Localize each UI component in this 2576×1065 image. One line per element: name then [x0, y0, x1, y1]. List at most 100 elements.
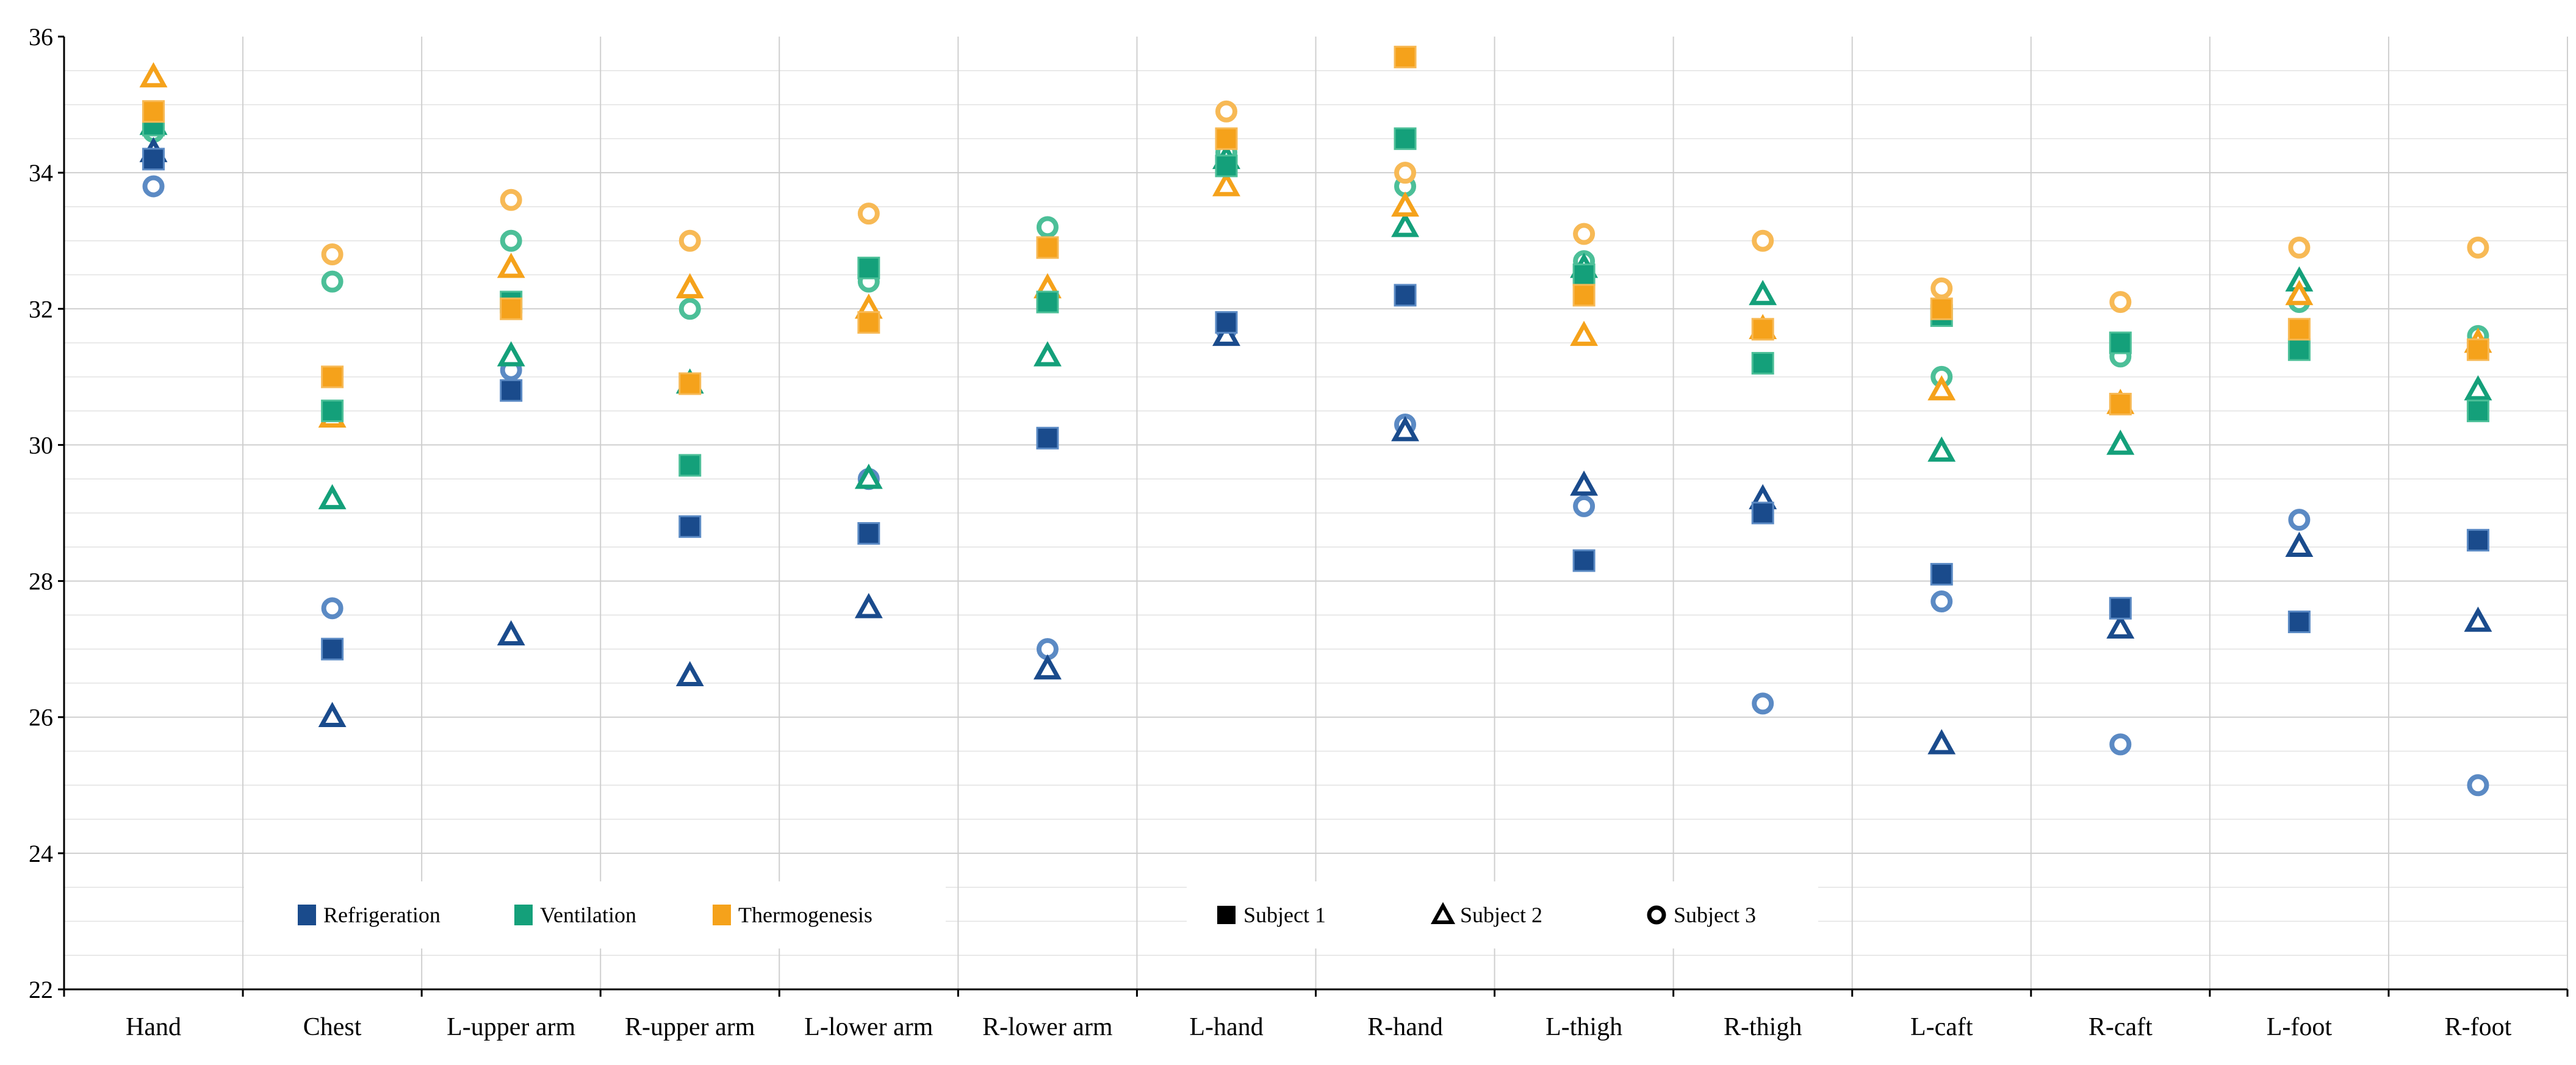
data-point-ventilation-subject-2 — [2106, 429, 2135, 455]
y-tick-label: 36 — [29, 23, 53, 51]
y-tick-label: 34 — [29, 159, 53, 187]
data-point-thermogenesis-subject-1 — [2287, 318, 2311, 341]
data-point-thermogenesis-subject-1 — [1572, 284, 1596, 307]
data-point-thermogenesis-subject-1 — [857, 311, 880, 334]
data-point-ventilation-subject-2 — [1927, 436, 1956, 462]
data-point-refrigeration-subject-1 — [142, 148, 165, 171]
data-point-refrigeration-subject-2 — [2464, 606, 2492, 632]
data-point-thermogenesis-subject-2 — [675, 273, 704, 299]
data-point-refrigeration-subject-1 — [500, 379, 523, 402]
legend-swatch-refrigeration — [298, 905, 316, 925]
data-point-refrigeration-subject-2 — [1212, 320, 1240, 346]
legend-marker-subject-3 — [1647, 905, 1666, 925]
category-label: R-foot — [2445, 1013, 2512, 1041]
data-point-ventilation-subject-1 — [857, 256, 880, 279]
data-point-ventilation-subject-1 — [1572, 264, 1596, 286]
data-point-refrigeration-subject-3 — [321, 597, 344, 620]
data-point-refrigeration-subject-3 — [2467, 774, 2489, 797]
data-point-refrigeration-subject-1 — [321, 637, 344, 661]
data-point-thermogenesis-subject-3 — [2467, 236, 2489, 259]
data-point-thermogenesis-subject-3 — [678, 229, 701, 252]
data-point-thermogenesis-subject-2 — [1570, 320, 1599, 346]
category-label: R-caft — [2089, 1013, 2153, 1041]
category-label: R-lower arm — [982, 1013, 1113, 1041]
data-point-ventilation-subject-2 — [1391, 212, 1419, 237]
data-point-refrigeration-subject-2 — [1033, 654, 1062, 680]
data-point-thermogenesis-subject-3 — [2109, 291, 2132, 314]
data-point-refrigeration-subject-1 — [2466, 529, 2489, 552]
data-point-thermogenesis-subject-2 — [139, 62, 168, 88]
data-point-ventilation-subject-2 — [318, 484, 347, 509]
data-point-ventilation-subject-3 — [678, 298, 701, 320]
data-point-refrigeration-subject-3 — [2288, 509, 2311, 531]
data-point-ventilation-subject-1 — [2109, 331, 2132, 354]
legend-marker-subject-1 — [1217, 906, 1236, 924]
grid-layer — [64, 37, 2568, 989]
data-point-refrigeration-subject-1 — [2109, 597, 2132, 620]
data-point-refrigeration-subject-2 — [2285, 531, 2314, 558]
data-point-ventilation-subject-3 — [321, 270, 344, 293]
data-point-thermogenesis-subject-3 — [1215, 100, 1237, 123]
data-point-thermogenesis-subject-3 — [500, 188, 522, 211]
category-label: Hand — [126, 1013, 181, 1041]
data-point-thermogenesis-subject-1 — [1215, 127, 1238, 150]
data-point-ventilation-subject-2 — [1033, 341, 1062, 367]
data-point-refrigeration-subject-2 — [1927, 729, 1956, 755]
data-point-thermogenesis-subject-2 — [1391, 191, 1419, 217]
data-point-ventilation-subject-3 — [1036, 216, 1059, 238]
data-point-thermogenesis-subject-1 — [142, 100, 165, 123]
data-point-thermogenesis-subject-1 — [500, 297, 523, 320]
marks-layer — [139, 45, 2492, 797]
data-point-ventilation-subject-1 — [2287, 338, 2311, 361]
data-point-refrigeration-subject-2 — [854, 593, 883, 619]
data-point-refrigeration-subject-2 — [318, 701, 347, 727]
data-point-thermogenesis-subject-3 — [857, 203, 880, 225]
y-tick-label: 22 — [29, 976, 53, 1003]
data-point-thermogenesis-subject-1 — [2466, 338, 2489, 361]
category-label: R-upper arm — [625, 1013, 755, 1041]
data-point-ventilation-subject-1 — [1036, 290, 1059, 314]
category-label: R-hand — [1367, 1013, 1443, 1041]
data-point-refrigeration-subject-2 — [1391, 416, 1419, 442]
data-point-thermogenesis-subject-3 — [1930, 277, 1953, 299]
data-point-ventilation-subject-1 — [321, 400, 344, 423]
legend-label-ventilation: Ventilation — [540, 903, 636, 927]
data-point-thermogenesis-subject-3 — [321, 243, 344, 266]
data-point-thermogenesis-subject-2 — [1927, 375, 1956, 401]
legend-swatch-ventilation — [514, 905, 533, 925]
data-point-refrigeration-subject-3 — [2109, 733, 2132, 756]
data-point-ventilation-subject-1 — [2466, 400, 2489, 423]
data-point-refrigeration-subject-3 — [142, 175, 165, 198]
data-point-thermogenesis-subject-1 — [2109, 392, 2132, 415]
category-label: L-upper arm — [447, 1013, 575, 1041]
data-point-refrigeration-subject-1 — [1036, 426, 1059, 450]
data-point-refrigeration-subject-2 — [675, 661, 704, 687]
data-point-refrigeration-subject-1 — [1215, 311, 1238, 334]
data-point-thermogenesis-subject-2 — [497, 253, 525, 278]
data-point-thermogenesis-subject-3 — [1752, 229, 1774, 252]
data-point-ventilation-subject-1 — [1751, 352, 1774, 375]
data-point-ventilation-subject-2 — [2464, 375, 2492, 401]
category-label: L-thigh — [1545, 1013, 1622, 1041]
data-point-ventilation-subject-2 — [854, 464, 883, 489]
data-point-ventilation-subject-1 — [1215, 154, 1238, 178]
data-point-ventilation-subject-1 — [1394, 127, 1417, 150]
legend-label-subject-2: Subject 2 — [1460, 903, 1542, 927]
data-point-thermogenesis-subject-1 — [1036, 236, 1059, 259]
data-point-thermogenesis-subject-1 — [678, 372, 702, 395]
category-label: L-foot — [2267, 1013, 2333, 1041]
legend-marker-subject-2 — [1430, 902, 1456, 924]
data-point-thermogenesis-subject-3 — [1394, 162, 1417, 184]
data-point-thermogenesis-subject-3 — [2288, 236, 2311, 259]
data-point-ventilation-subject-3 — [500, 229, 522, 252]
axis-layer: 22 24 26 28 30 32 34 36 Hand Chest L-upper arm R-up… — [29, 23, 2569, 1041]
data-point-thermogenesis-subject-1 — [321, 365, 344, 389]
data-point-refrigeration-subject-1 — [2287, 611, 2311, 634]
data-point-ventilation-subject-1 — [678, 454, 702, 477]
data-point-refrigeration-subject-2 — [2106, 613, 2135, 639]
y-tick-label: 26 — [29, 704, 53, 731]
data-point-refrigeration-subject-1 — [1572, 549, 1596, 572]
category-label: R-thigh — [1724, 1013, 1802, 1041]
data-point-refrigeration-subject-1 — [1930, 562, 1953, 586]
